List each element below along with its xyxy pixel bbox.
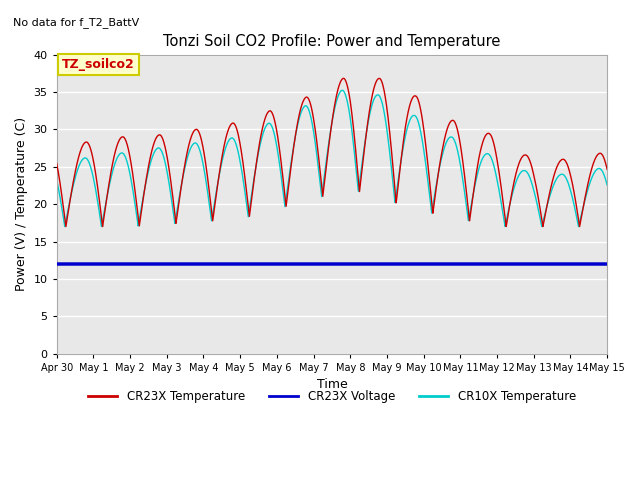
Text: No data for f_T2_BattV: No data for f_T2_BattV <box>13 17 139 28</box>
Text: TZ_soilco2: TZ_soilco2 <box>62 58 135 71</box>
Title: Tonzi Soil CO2 Profile: Power and Temperature: Tonzi Soil CO2 Profile: Power and Temper… <box>163 34 500 49</box>
Y-axis label: Power (V) / Temperature (C): Power (V) / Temperature (C) <box>15 117 28 291</box>
X-axis label: Time: Time <box>317 378 348 391</box>
Legend: CR23X Temperature, CR23X Voltage, CR10X Temperature: CR23X Temperature, CR23X Voltage, CR10X … <box>83 385 580 408</box>
